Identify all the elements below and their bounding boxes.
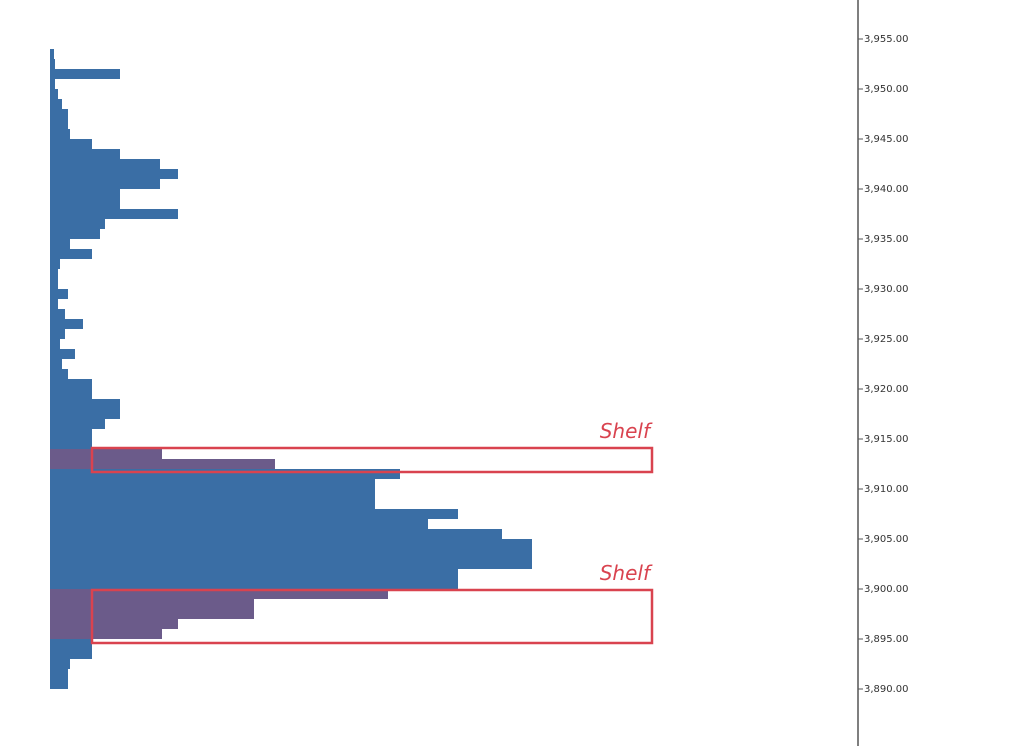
y-tick-label: 3,895.00 bbox=[864, 634, 909, 645]
y-tick-label: 3,925.00 bbox=[864, 334, 909, 345]
y-tick-label: 3,900.00 bbox=[864, 584, 909, 595]
y-tick-label: 3,955.00 bbox=[864, 34, 909, 45]
volume-bar bbox=[50, 249, 92, 259]
volume-bar bbox=[50, 89, 58, 99]
volume-bar bbox=[50, 569, 458, 579]
volume-bar bbox=[50, 219, 105, 229]
volume-bar bbox=[50, 99, 62, 109]
volume-bar bbox=[50, 239, 70, 249]
volume-bar bbox=[50, 469, 400, 479]
volume-bar bbox=[50, 59, 55, 69]
volume-bar bbox=[50, 109, 68, 119]
volume-bar bbox=[50, 69, 120, 79]
y-tick-label: 3,950.00 bbox=[864, 84, 909, 95]
y-tick-label: 3,940.00 bbox=[864, 184, 909, 195]
y-tick-label: 3,910.00 bbox=[864, 484, 909, 495]
volume-bar bbox=[50, 449, 162, 459]
volume-bar bbox=[50, 189, 120, 199]
volume-bar bbox=[50, 139, 92, 149]
volume-bar bbox=[50, 529, 502, 539]
volume-bar bbox=[50, 649, 92, 659]
volume-bar bbox=[50, 619, 178, 629]
volume-bar bbox=[50, 679, 68, 689]
volume-bar bbox=[50, 599, 254, 609]
volume-bar bbox=[50, 589, 388, 599]
volume-bar bbox=[50, 389, 92, 399]
volume-bar bbox=[50, 349, 75, 359]
y-tick-label: 3,935.00 bbox=[864, 234, 909, 245]
volume-bar bbox=[50, 359, 62, 369]
volume-bar bbox=[50, 519, 428, 529]
volume-bar bbox=[50, 149, 120, 159]
volume-bar bbox=[50, 429, 92, 439]
volume-bar bbox=[50, 119, 68, 129]
volume-bar bbox=[50, 499, 375, 509]
shelf-box bbox=[90, 588, 654, 645]
volume-bar bbox=[50, 49, 54, 59]
volume-bar bbox=[50, 399, 120, 409]
volume-bar bbox=[50, 129, 70, 139]
volume-bar bbox=[50, 339, 60, 349]
volume-bar bbox=[50, 329, 65, 339]
volume-bar bbox=[50, 409, 120, 419]
shelf-label: Shelf bbox=[600, 561, 653, 585]
volume-bar bbox=[50, 179, 160, 189]
volume-bar bbox=[50, 159, 160, 169]
volume-bar bbox=[50, 509, 458, 519]
volume-bar bbox=[50, 639, 92, 649]
volume-bar bbox=[50, 459, 275, 469]
y-tick-label: 3,905.00 bbox=[864, 534, 909, 545]
shelf-box bbox=[90, 446, 654, 474]
y-tick-label: 3,915.00 bbox=[864, 434, 909, 445]
volume-bar bbox=[50, 559, 532, 569]
volume-bar bbox=[50, 579, 458, 589]
y-tick-label: 3,890.00 bbox=[864, 684, 909, 695]
volume-bar bbox=[50, 609, 254, 619]
volume-bar bbox=[50, 419, 105, 429]
volume-bar bbox=[50, 539, 532, 549]
shelf-label: Shelf bbox=[600, 419, 653, 443]
volume-bar bbox=[50, 479, 375, 489]
volume-bar bbox=[50, 209, 178, 219]
volume-bar bbox=[50, 319, 83, 329]
volume-bar bbox=[50, 439, 92, 449]
volume-bar bbox=[50, 369, 68, 379]
volume-bar bbox=[50, 669, 68, 679]
volume-bar bbox=[50, 169, 178, 179]
volume-bar bbox=[50, 289, 68, 299]
volume-bar bbox=[50, 259, 60, 269]
volume-bar bbox=[50, 629, 162, 639]
volume-bar bbox=[50, 659, 70, 669]
volume-bar bbox=[50, 229, 100, 239]
volume-bar bbox=[50, 309, 65, 319]
y-tick-label: 3,920.00 bbox=[864, 384, 909, 395]
volume-bar bbox=[50, 199, 120, 209]
volume-bar bbox=[50, 79, 55, 89]
volume-bar bbox=[50, 269, 58, 279]
volume-bar bbox=[50, 489, 375, 499]
volume-bar bbox=[50, 379, 92, 389]
y-tick-label: 3,930.00 bbox=[864, 284, 909, 295]
y-tick-label: 3,945.00 bbox=[864, 134, 909, 145]
volume-bar bbox=[50, 299, 58, 309]
volume-bar bbox=[50, 549, 532, 559]
volume-bar bbox=[50, 279, 58, 289]
